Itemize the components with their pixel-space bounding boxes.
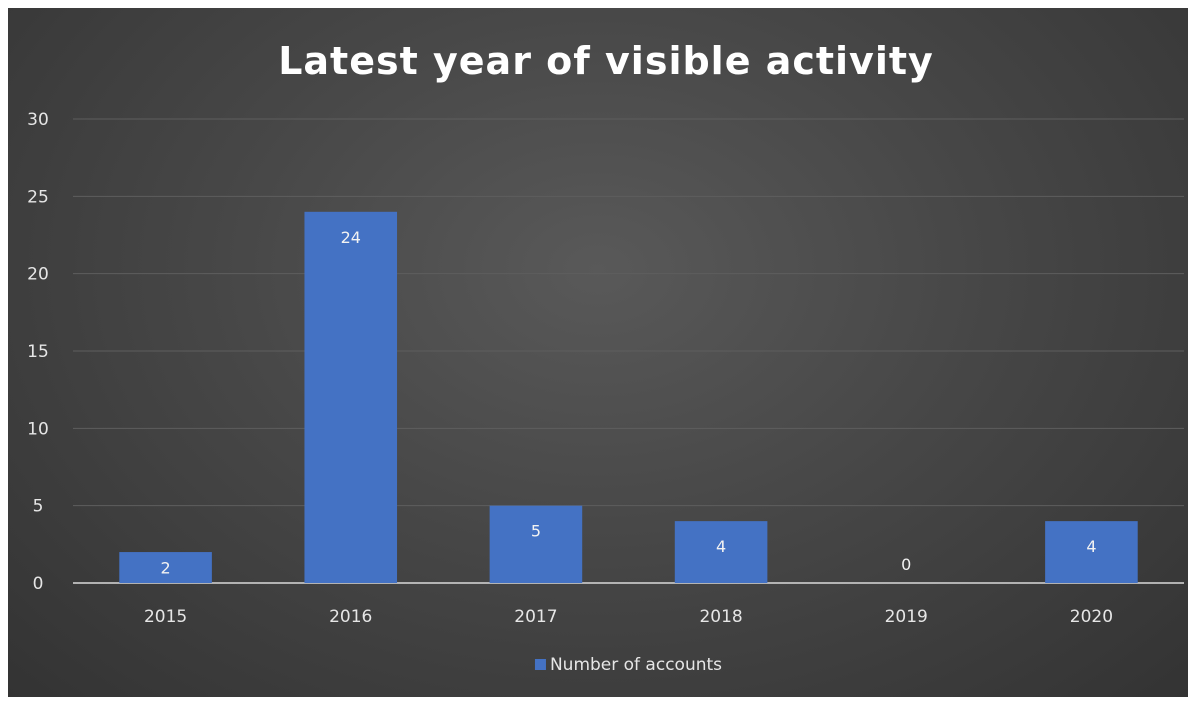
y-tick-label-30: 30 — [27, 110, 49, 130]
bars — [119, 211, 1138, 584]
x-tick-label-2015: 2015 — [144, 607, 187, 627]
y-tick-label-10: 10 — [27, 419, 49, 439]
chart-title: Latest year of visible activity — [278, 39, 934, 83]
data-label-2019: 0 — [901, 555, 911, 574]
data-label-2017: 5 — [531, 522, 541, 541]
y-tick-label-5: 5 — [33, 497, 44, 517]
bar-2017 — [489, 505, 583, 583]
legend-label-number-of-accounts: Number of accounts — [550, 655, 722, 675]
chart-area: Latest year of visible activity 0 5 10 15 20… — [8, 8, 1188, 697]
gridlines — [73, 118, 1184, 507]
bar-2016 — [304, 211, 398, 584]
data-labels: 2 24 5 4 0 4 — [160, 228, 1096, 578]
data-label-2015: 2 — [160, 559, 170, 578]
y-tick-label-0: 0 — [33, 574, 44, 594]
x-tick-label-2016: 2016 — [329, 607, 372, 627]
x-tick-label-2018: 2018 — [699, 607, 742, 627]
data-label-2018: 4 — [716, 537, 726, 556]
y-tick-label-25: 25 — [27, 187, 49, 207]
data-label-2016: 24 — [341, 228, 361, 247]
y-tick-label-15: 15 — [27, 342, 49, 362]
x-tick-label-2020: 2020 — [1070, 607, 1113, 627]
bar-2020 — [1045, 521, 1138, 583]
bar-2015 — [119, 552, 212, 583]
y-tick-label-20: 20 — [27, 265, 49, 285]
bar-2018 — [674, 521, 768, 583]
data-label-2020: 4 — [1086, 537, 1096, 556]
x-tick-label-2019: 2019 — [885, 607, 928, 627]
legend: Number of accounts — [534, 655, 722, 675]
x-tick-label-2017: 2017 — [514, 607, 557, 627]
bar-chart: Latest year of visible activity 05101520… — [27, 39, 1184, 675]
legend-swatch-number-of-accounts — [534, 659, 546, 670]
